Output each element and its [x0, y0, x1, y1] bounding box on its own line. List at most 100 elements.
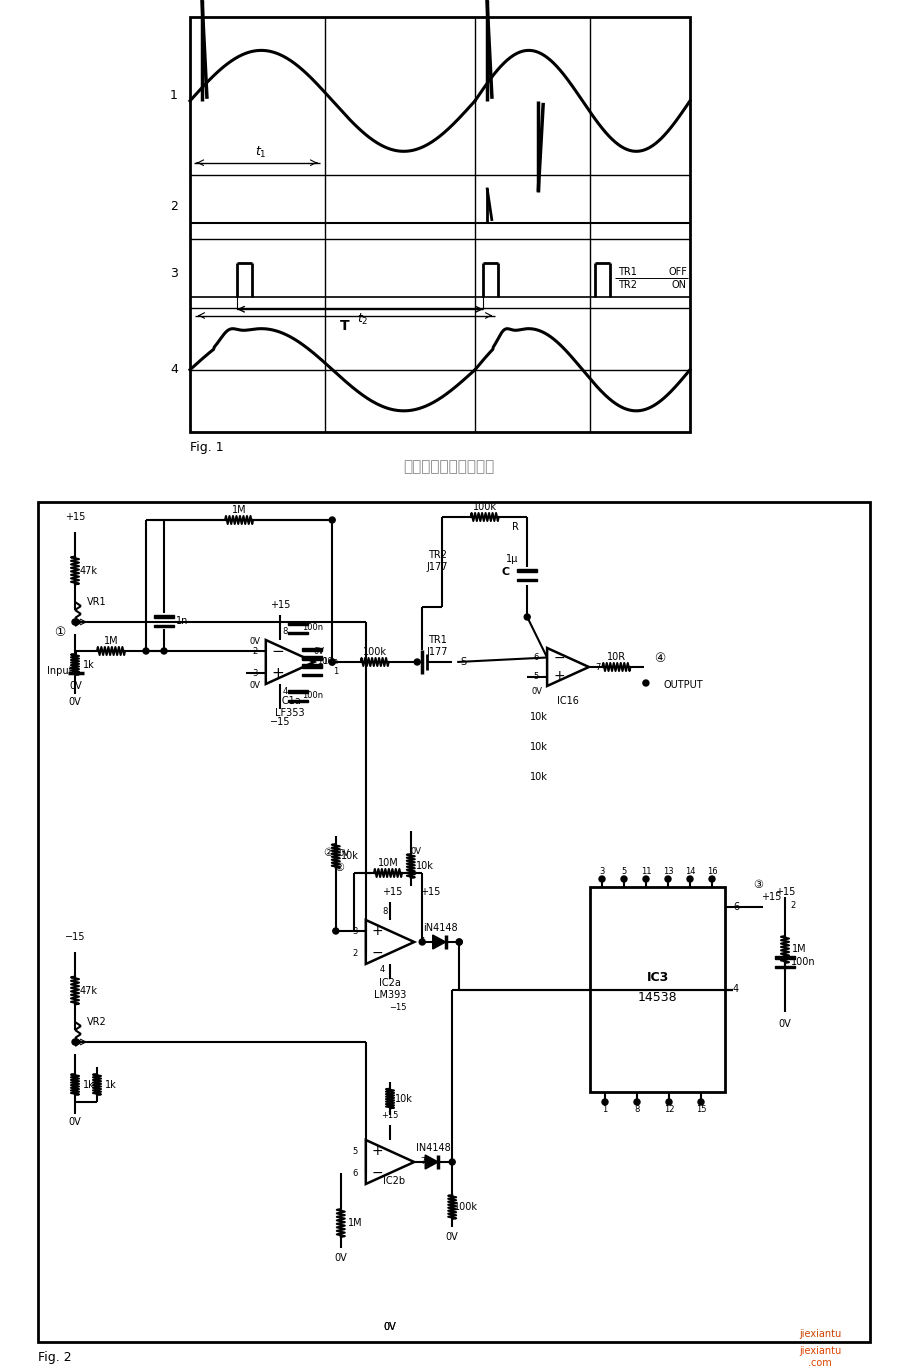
Text: 10k: 10k [530, 742, 548, 752]
Text: J177: J177 [427, 648, 448, 657]
Circle shape [414, 659, 420, 665]
Text: C: C [501, 567, 509, 578]
Text: 1M: 1M [232, 505, 246, 514]
Text: 0V: 0V [445, 1232, 459, 1242]
Text: −15: −15 [65, 932, 85, 943]
Polygon shape [517, 569, 537, 572]
Text: 2: 2 [790, 900, 796, 910]
Text: 6: 6 [352, 1169, 357, 1177]
Text: 1: 1 [170, 89, 178, 103]
Text: $t_2$: $t_2$ [357, 311, 369, 327]
Text: 10k: 10k [530, 772, 548, 782]
Text: 7: 7 [420, 1158, 426, 1166]
Text: 1µ: 1µ [506, 554, 518, 564]
Text: 16: 16 [707, 867, 718, 875]
Text: IC2a: IC2a [379, 978, 401, 988]
Text: 3: 3 [599, 867, 604, 875]
Text: 10k: 10k [416, 862, 434, 871]
Text: 2: 2 [353, 948, 357, 958]
Text: jiexiantu
.com: jiexiantu .com [799, 1346, 841, 1368]
Text: 1: 1 [333, 668, 339, 676]
Text: 0V: 0V [334, 1253, 348, 1264]
Text: 1k: 1k [84, 660, 95, 670]
Circle shape [524, 615, 530, 620]
Polygon shape [433, 934, 445, 949]
Text: −: − [553, 650, 565, 664]
Text: ②: ② [322, 848, 333, 858]
Circle shape [602, 1099, 608, 1104]
Text: Input: Input [48, 665, 73, 676]
Text: 10M: 10M [378, 858, 399, 868]
Circle shape [634, 1099, 640, 1104]
Text: 0V: 0V [383, 1323, 396, 1332]
Polygon shape [288, 622, 308, 624]
Text: +15: +15 [382, 888, 402, 897]
Text: 8: 8 [634, 1106, 639, 1114]
Circle shape [666, 1099, 672, 1104]
Circle shape [161, 648, 167, 654]
Circle shape [330, 517, 335, 523]
Text: 1n: 1n [176, 616, 189, 626]
Text: ③: ③ [753, 879, 763, 890]
Text: 1: 1 [322, 657, 328, 667]
Text: −: − [372, 1166, 383, 1180]
Text: 14: 14 [685, 867, 695, 875]
Text: IC16: IC16 [557, 697, 579, 707]
Text: +15: +15 [269, 600, 290, 611]
Text: 1M: 1M [348, 1218, 362, 1228]
Text: 4: 4 [170, 364, 178, 376]
Circle shape [698, 1099, 704, 1104]
Text: 6: 6 [533, 653, 539, 663]
Text: 2: 2 [252, 646, 258, 656]
Text: 0V: 0V [250, 681, 260, 690]
Text: +: + [271, 665, 284, 681]
Text: 0V: 0V [250, 637, 260, 645]
Text: 100n: 100n [317, 657, 339, 667]
Text: 0V: 0V [383, 1323, 396, 1332]
Polygon shape [517, 579, 537, 580]
Circle shape [687, 875, 693, 882]
Text: IC1a: IC1a [279, 696, 301, 707]
Circle shape [333, 927, 339, 934]
Text: +15: +15 [419, 888, 440, 897]
Text: 6: 6 [733, 901, 739, 912]
Text: 5: 5 [621, 867, 627, 875]
Text: +15: +15 [65, 512, 85, 521]
Text: 杭州将客科技有限公司: 杭州将客科技有限公司 [403, 460, 495, 475]
Polygon shape [775, 956, 795, 959]
Text: 0V: 0V [313, 648, 325, 656]
Circle shape [599, 875, 605, 882]
Text: 15: 15 [696, 1106, 706, 1114]
Text: −: − [372, 947, 383, 960]
Text: 5: 5 [353, 1147, 357, 1155]
Text: 0V: 0V [68, 697, 82, 707]
Text: +15: +15 [761, 892, 781, 901]
Text: LM393: LM393 [374, 991, 406, 1000]
Text: 0V: 0V [531, 687, 542, 696]
Text: 8: 8 [282, 627, 287, 637]
Text: Fig. 2: Fig. 2 [38, 1350, 72, 1364]
Text: 100n: 100n [790, 958, 815, 967]
Text: 10R: 10R [607, 652, 626, 663]
Text: 10k: 10k [530, 712, 548, 722]
Circle shape [72, 1039, 78, 1045]
Text: 3: 3 [252, 668, 258, 678]
Text: 0V: 0V [70, 681, 83, 691]
Polygon shape [425, 1155, 438, 1169]
Polygon shape [302, 674, 322, 676]
Text: VR1: VR1 [87, 597, 107, 606]
Text: OUTPUT: OUTPUT [664, 681, 703, 690]
Text: OFF: OFF [668, 266, 687, 277]
Circle shape [643, 875, 649, 882]
Bar [38, 502, 870, 1342]
Text: −: − [271, 643, 284, 659]
Text: 10k: 10k [395, 1093, 413, 1103]
Circle shape [72, 619, 78, 626]
Text: IN4148: IN4148 [416, 1143, 451, 1152]
Text: 100n: 100n [302, 623, 323, 632]
Text: 12: 12 [664, 1106, 674, 1114]
Text: 1M: 1M [792, 944, 806, 955]
Circle shape [330, 659, 335, 665]
Text: ④: ④ [655, 653, 665, 665]
Text: jiexiantu: jiexiantu [799, 1329, 841, 1339]
